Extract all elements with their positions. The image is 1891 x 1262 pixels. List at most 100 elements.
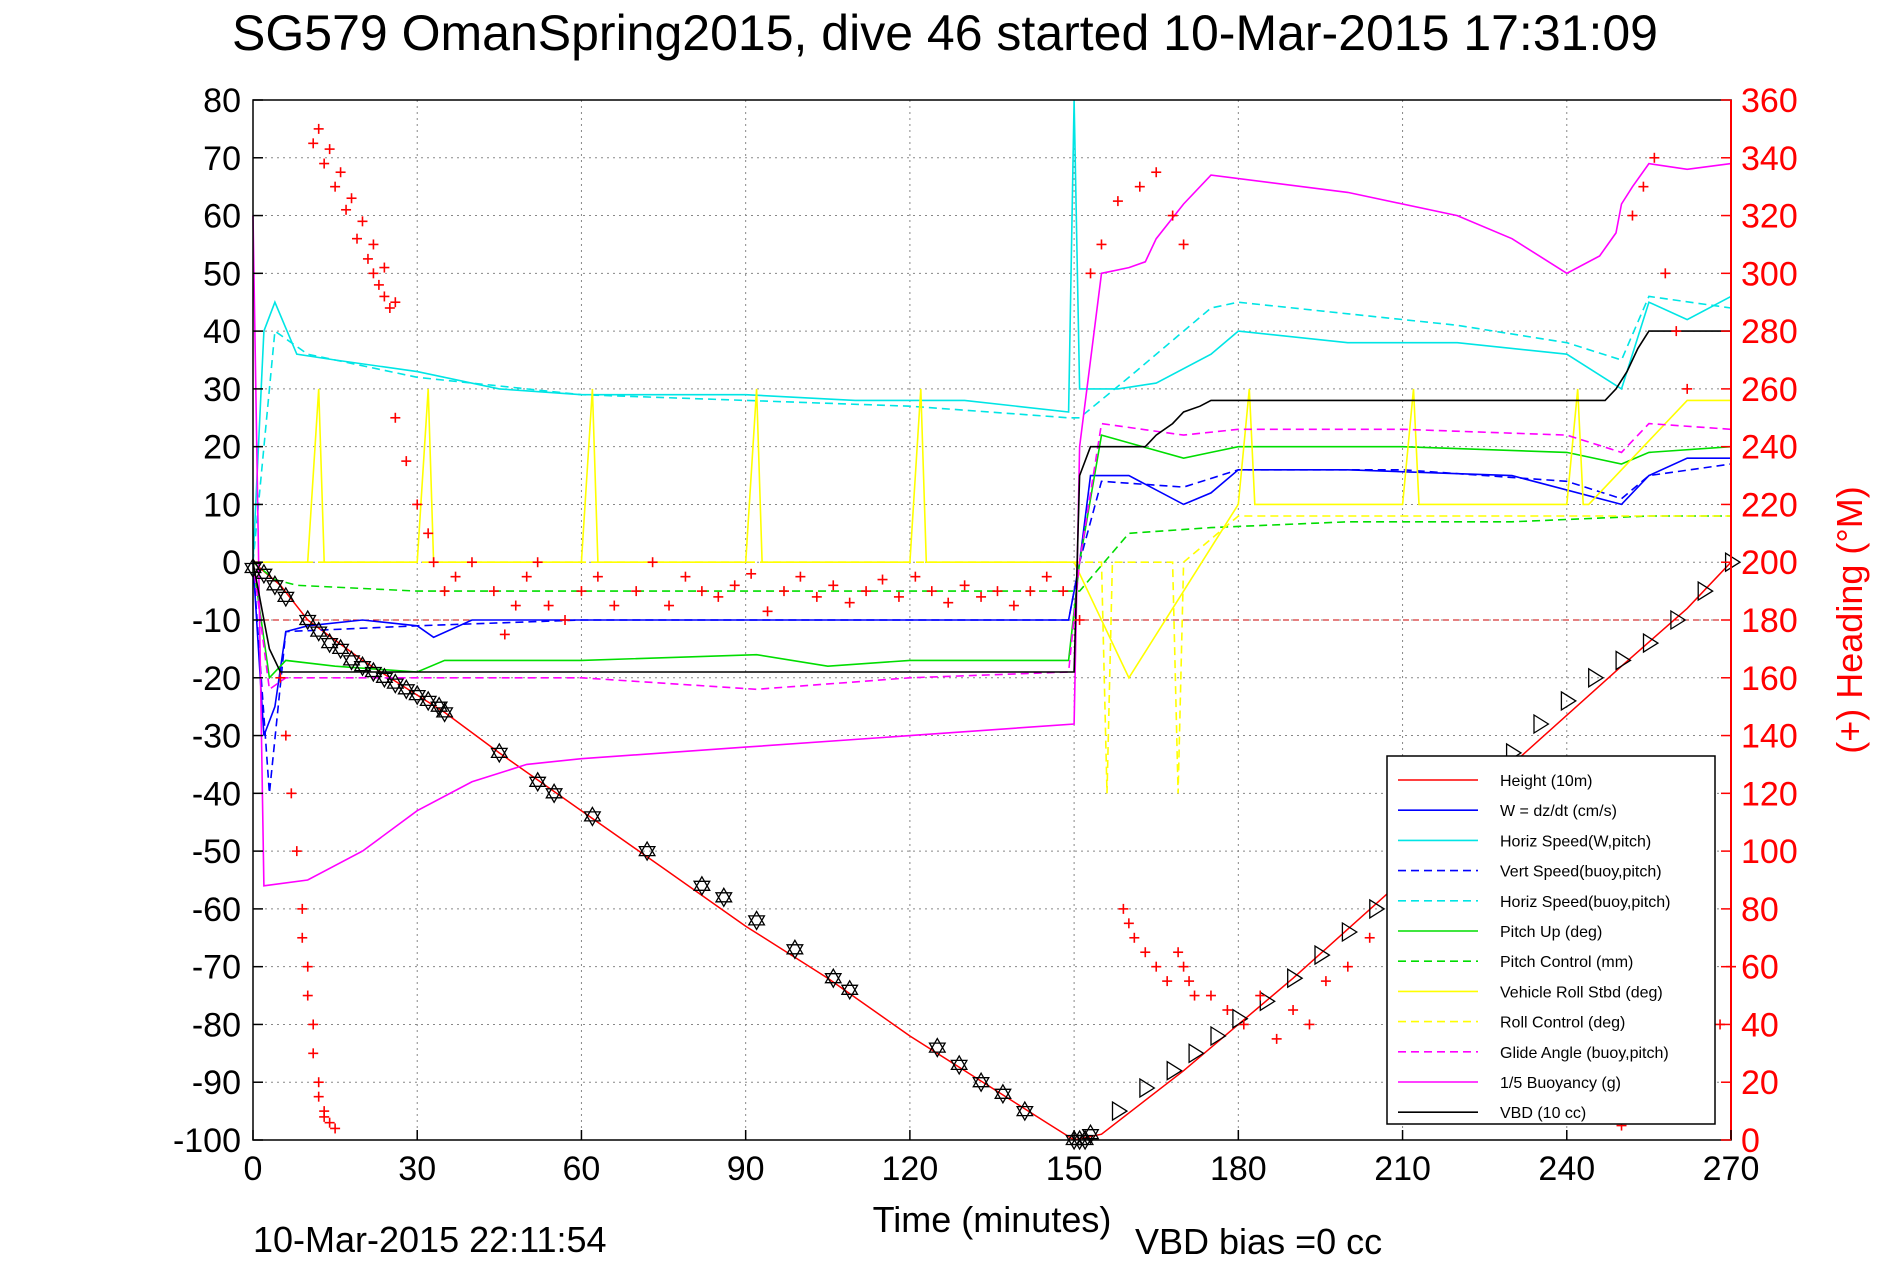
vbd-marker	[994, 1083, 1012, 1105]
legend-label-1: W = dz/dt (cm/s)	[1500, 803, 1617, 820]
heading-mark	[560, 615, 571, 625]
heading-mark	[576, 586, 587, 597]
vbd-up-marker	[1188, 1043, 1205, 1064]
heading-mark	[1178, 239, 1189, 250]
y-tick-label: 20	[203, 429, 241, 467]
heading-mark	[696, 586, 707, 597]
legend-label-4: Horiz Speed(buoy,pitch)	[1500, 894, 1670, 911]
heading-mark	[1151, 167, 1162, 178]
legend-label-7: Vehicle Roll Stbd (deg)	[1500, 984, 1663, 1001]
x-tick-label: 30	[398, 1150, 436, 1188]
heading-mark	[1649, 152, 1660, 163]
series-line-4	[252, 295, 1732, 563]
y-tick-label: 80	[203, 82, 241, 120]
heading-mark	[1134, 181, 1145, 192]
heading-mark	[1320, 976, 1331, 987]
vbd-up-marker	[1560, 690, 1578, 712]
heading-mark	[297, 903, 308, 914]
legend-label-0: Height (10m)	[1500, 773, 1592, 790]
heading-mark	[450, 571, 461, 582]
heading-mark	[390, 297, 401, 308]
vbd-marker	[928, 1037, 947, 1058]
heading-mark	[357, 216, 368, 227]
series-line-7	[253, 388, 1731, 680]
heading-mark	[1238, 1019, 1249, 1030]
right-y-tick-label: 360	[1741, 82, 1798, 120]
heading-mark	[713, 591, 724, 602]
heading-mark	[499, 629, 510, 640]
right-y-tick-label: 80	[1741, 891, 1779, 929]
series-line-1	[252, 457, 1731, 736]
x-tick-label: 150	[1046, 1150, 1103, 1188]
heading-mark	[1638, 181, 1649, 192]
footer-timestamp: 10-Mar-2015 22:11:54	[253, 1219, 607, 1260]
right-y-tick-label: 140	[1741, 718, 1798, 756]
series-line-3	[252, 463, 1732, 794]
heading-mark	[861, 586, 872, 597]
heading-mark	[1096, 239, 1107, 250]
vbd-up-marker	[1369, 898, 1386, 920]
chart-title: SG579 OmanSpring2015, dive 46 started 10…	[232, 5, 1658, 61]
series-line-6	[252, 515, 1731, 592]
heading-mark	[1112, 196, 1123, 207]
heading-mark	[1189, 990, 1200, 1001]
vbd-marker	[714, 887, 733, 908]
footer-vbd-bias: VBD bias =0 cc	[1135, 1221, 1382, 1262]
right-y-tick-label: 180	[1741, 602, 1798, 640]
y-tick-label: 30	[203, 371, 241, 409]
heading-marks	[275, 123, 1736, 1134]
right-y-tick-label: 220	[1741, 486, 1798, 524]
vbd-marker	[435, 702, 454, 723]
right-y-tick-label: 40	[1741, 1006, 1779, 1044]
right-y-tick-label: 260	[1741, 371, 1798, 409]
heading-mark	[592, 571, 603, 582]
vbd-marker	[583, 806, 602, 827]
heading-mark	[609, 600, 620, 611]
vbd-up-marker	[1232, 1008, 1249, 1029]
heading-mark	[1627, 210, 1638, 221]
right-axis-label: (+) Heading (°M)	[1829, 486, 1870, 753]
vbd-marker	[972, 1071, 990, 1093]
vbd-up-marker	[1314, 944, 1331, 966]
y-tick-label: 0	[222, 544, 241, 582]
right-y-tick-label: 20	[1741, 1064, 1779, 1102]
legend-label-3: Vert Speed(buoy,pitch)	[1500, 864, 1662, 881]
heading-mark	[1222, 1005, 1233, 1015]
heading-mark	[466, 557, 477, 568]
heading-mark	[1288, 1005, 1299, 1015]
right-y-tick-label: 200	[1741, 544, 1798, 582]
heading-mark	[1118, 903, 1129, 914]
y-tick-label: -50	[192, 833, 241, 871]
series-line-8	[253, 515, 1731, 794]
right-y-tick-label: 160	[1741, 660, 1798, 698]
y-tick-label: -80	[192, 1006, 241, 1044]
heading-mark	[368, 239, 379, 250]
heading-mark	[959, 580, 970, 591]
y-tick-label: -40	[192, 775, 241, 813]
heading-mark	[368, 268, 379, 279]
heading-mark	[346, 193, 357, 204]
heading-mark	[439, 586, 450, 597]
heading-mark	[992, 586, 1003, 597]
right-y-tick-label: 340	[1741, 140, 1798, 178]
vbd-marker	[265, 575, 284, 596]
ticks: 0 30 60 90 120 150 180 210 240 270 80 70 60 50 40 30 20 1…	[173, 82, 1798, 1188]
heading-mark	[390, 412, 401, 423]
vbd-up-marker	[1111, 1100, 1129, 1122]
heading-mark	[423, 528, 434, 539]
y-tick-label: 10	[203, 486, 241, 524]
y-tick-label: -90	[192, 1064, 241, 1102]
legend-label-5: Pitch Up (deg)	[1500, 924, 1602, 941]
series-line-9	[252, 422, 1732, 691]
x-tick-label: 0	[244, 1150, 263, 1188]
heading-mark	[1162, 976, 1173, 987]
right-y-tick-label: 60	[1741, 949, 1779, 987]
right-y-tick-label: 320	[1741, 198, 1798, 236]
heading-mark	[1140, 947, 1151, 958]
y-tick-label: 70	[203, 140, 241, 178]
series-line-11	[252, 330, 1731, 673]
heading-mark	[428, 557, 439, 568]
heading-mark	[532, 557, 543, 568]
heading-mark	[1129, 932, 1140, 943]
